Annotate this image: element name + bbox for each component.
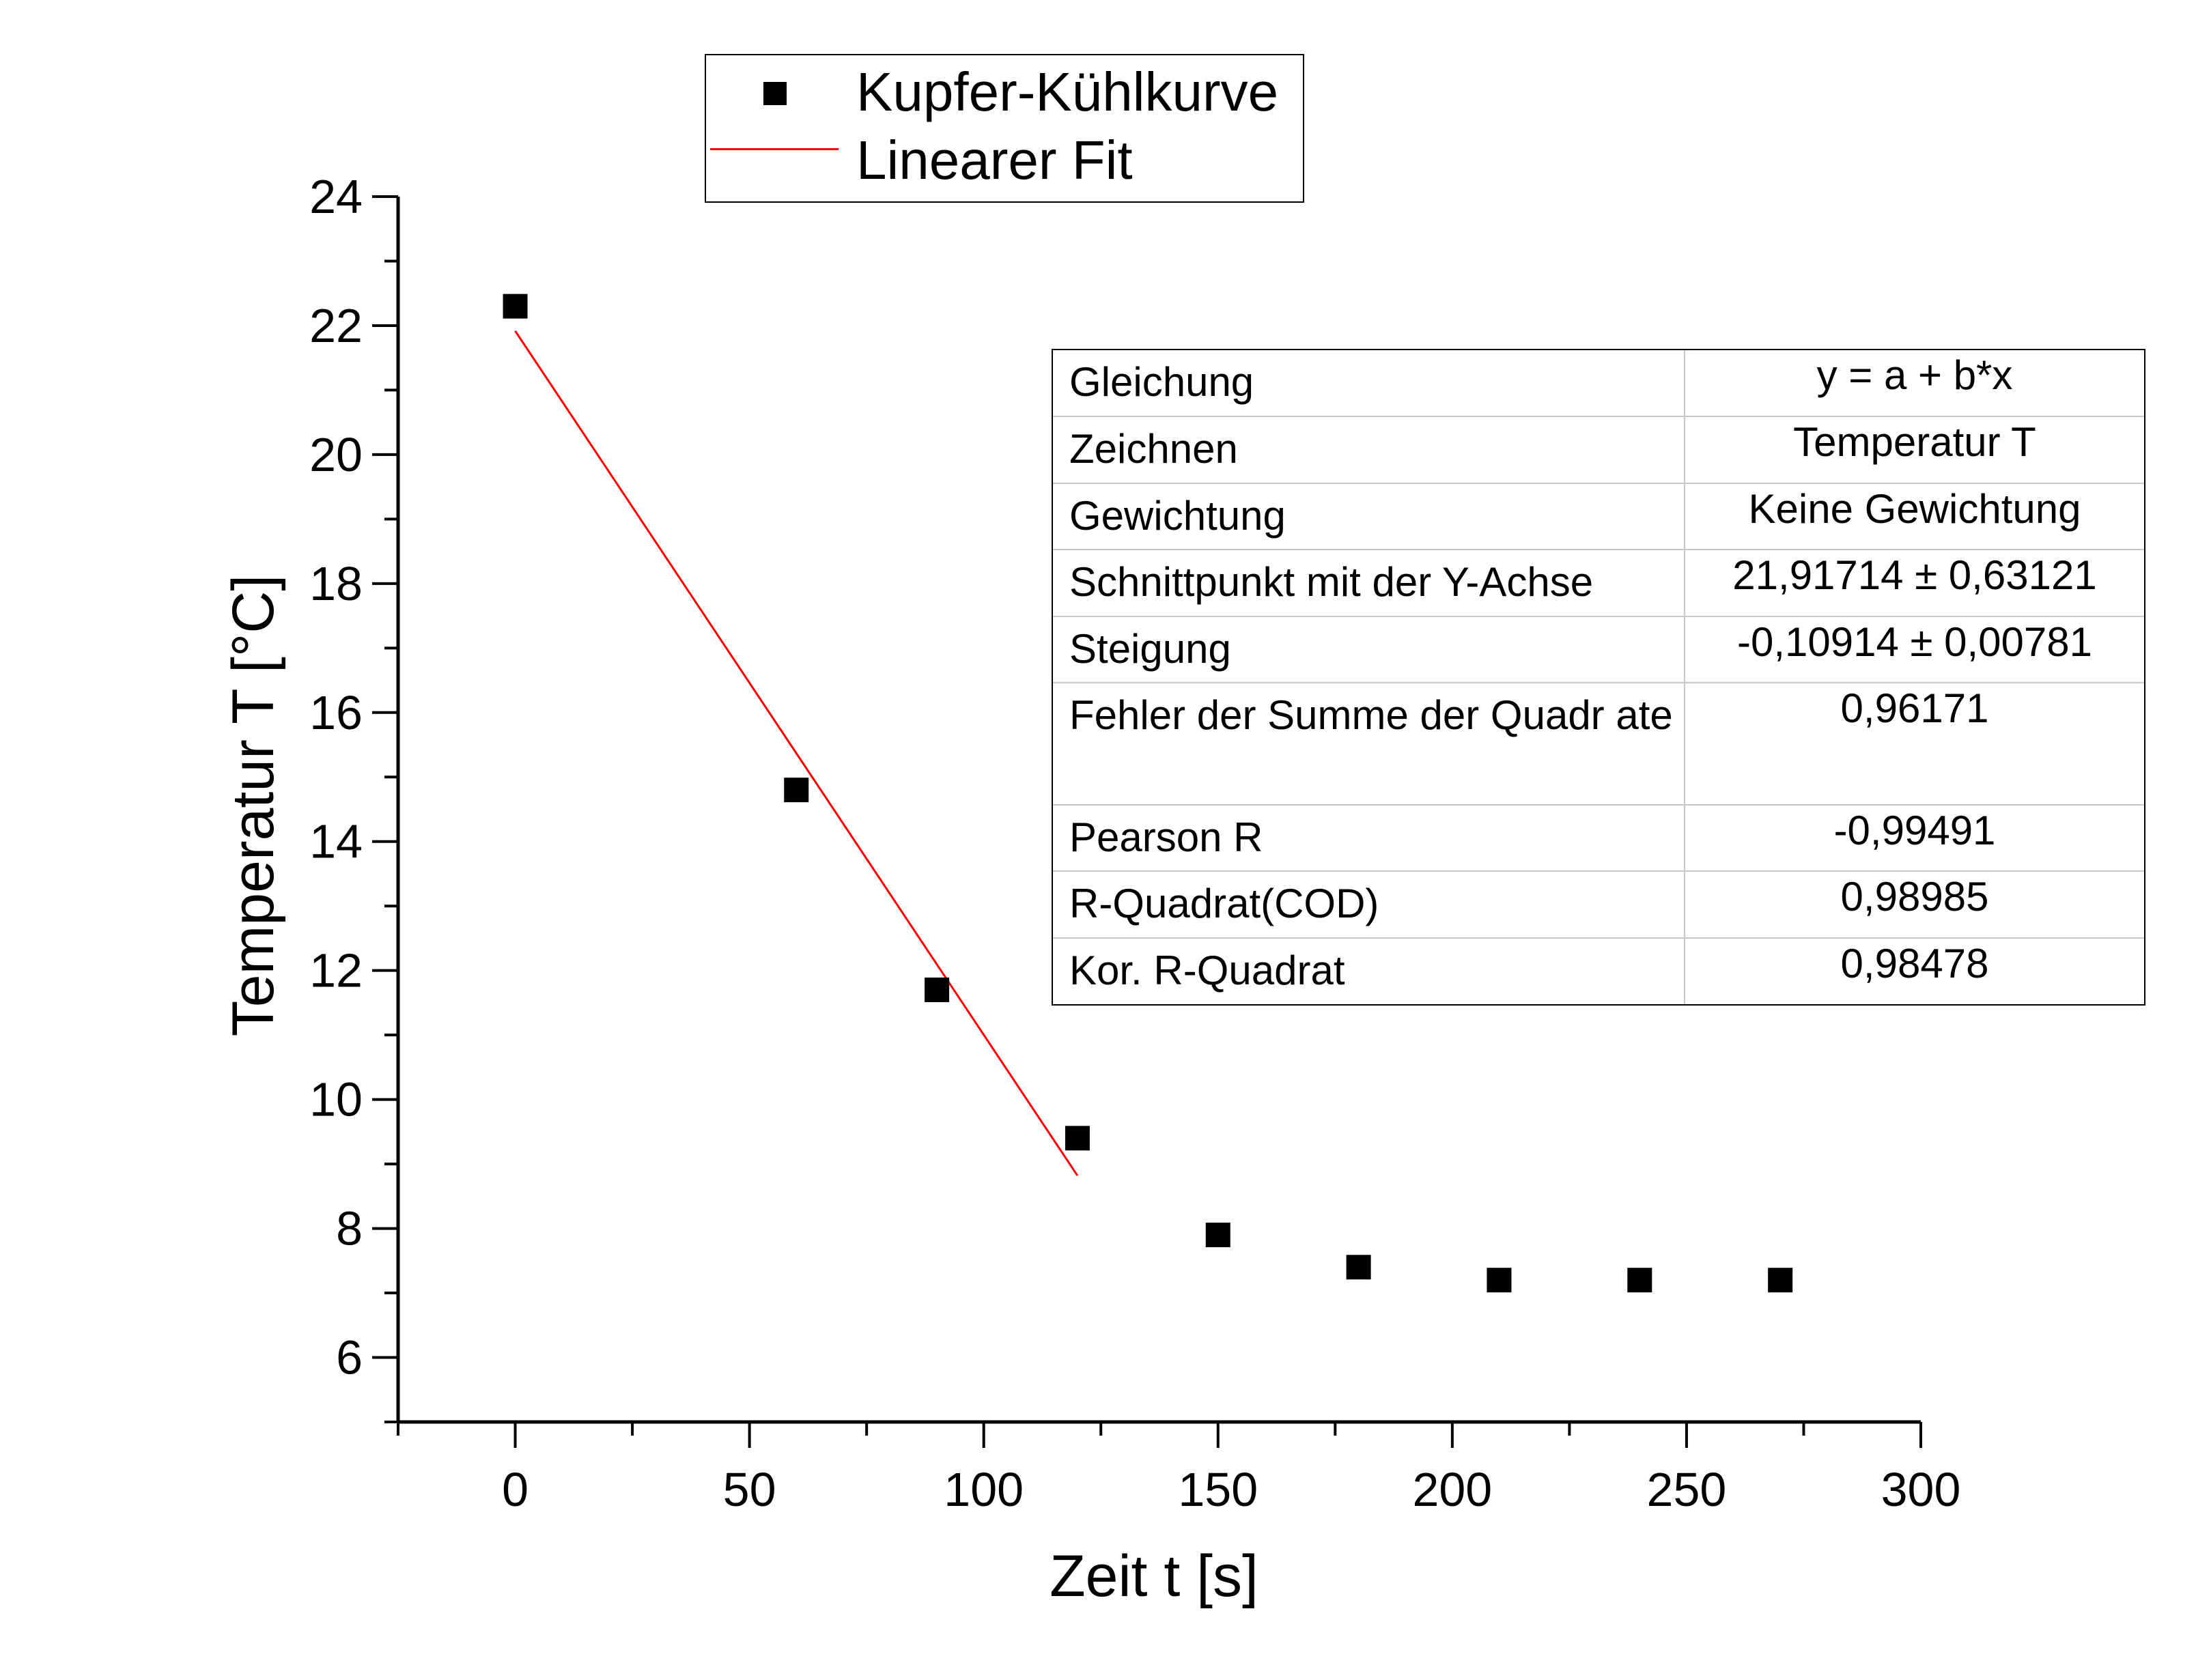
data-point	[1627, 1268, 1652, 1293]
y-tick-label: 10	[309, 1073, 363, 1126]
fit-results-table: Gleichung y = a + b*x Zeichnen Temperatu…	[1052, 349, 2145, 1006]
axes: 6 8 10 12 14 16 18 20 22 24 0 50 100 150 200 250 300	[309, 170, 1960, 1516]
table-row: Schnittpunkt mit der Y-Achse 21,91714 ± …	[1053, 549, 2144, 617]
x-tick-label: 100	[944, 1463, 1024, 1516]
table-cell-value: -0,10914 ± 0,00781	[1684, 615, 2144, 684]
table-cell-label: Fehler der Summe der Quadr ate	[1053, 682, 1685, 806]
table-row: Steigung -0,10914 ± 0,00781	[1053, 615, 2144, 684]
table-cell-label: Kor. R-Quadrat	[1053, 937, 1685, 1004]
red-line-icon	[710, 148, 839, 150]
x-tick-label: 0	[502, 1463, 529, 1516]
y-tick-label: 18	[309, 557, 363, 610]
table-cell-value: 0,98478	[1684, 937, 2144, 1004]
data-point	[1346, 1255, 1371, 1280]
legend-label-scatter: Kupfer-Kühlkurve	[856, 61, 1279, 122]
table-row: Gleichung y = a + b*x	[1053, 350, 2144, 418]
table-row: Kor. R-Quadrat 0,98478	[1053, 937, 2144, 1004]
y-tick-label: 20	[309, 428, 363, 481]
data-point	[784, 778, 809, 803]
table-cell-label: R-Quadrat(COD)	[1053, 870, 1685, 939]
data-point	[1487, 1268, 1512, 1293]
table-cell-value: 0,96171	[1684, 682, 2144, 806]
y-tick-label: 14	[309, 815, 363, 868]
table-row: Pearson R -0,99491	[1053, 803, 2144, 872]
y-tick-label: 22	[309, 299, 363, 352]
table-cell-value: 0,98985	[1684, 870, 2144, 939]
x-axis-label: Zeit t [s]	[1050, 1543, 1258, 1609]
data-points	[503, 294, 1793, 1293]
legend: Kupfer-Kühlkurve Linearer Fit	[705, 54, 1304, 203]
table-cell-value: Keine Gewichtung	[1684, 482, 2144, 551]
y-tick-label: 24	[309, 170, 363, 223]
table-cell-label: Gewichtung	[1053, 482, 1685, 551]
x-tick-label: 250	[1647, 1463, 1727, 1516]
table-row: R-Quadrat(COD) 0,98985	[1053, 870, 2144, 939]
legend-label-fit: Linearer Fit	[856, 130, 1133, 190]
table-cell-label: Zeichnen	[1053, 416, 1685, 484]
table-row: Zeichnen Temperatur T	[1053, 416, 2144, 484]
fit-line	[514, 330, 1079, 1176]
table-cell-label: Steigung	[1053, 615, 1685, 684]
y-tick-label: 16	[309, 686, 363, 739]
table-row: Gewichtung Keine Gewichtung	[1053, 482, 2144, 551]
table-row: Fehler der Summe der Quadr ate 0,96171	[1053, 682, 2144, 806]
data-point	[503, 294, 528, 319]
y-tick-label: 6	[336, 1331, 363, 1384]
table-cell-label: Pearson R	[1053, 803, 1685, 872]
y-tick-label: 12	[309, 944, 363, 997]
y-axis-label: Temperatur T [°C]	[221, 575, 286, 1036]
y-tick-label: 8	[336, 1202, 363, 1255]
table-cell-label: Schnittpunkt mit der Y-Achse	[1053, 549, 1685, 617]
data-point	[1768, 1268, 1793, 1293]
x-tick-label: 200	[1412, 1463, 1492, 1516]
data-point	[1205, 1223, 1230, 1248]
fit-line-group	[514, 330, 1079, 1176]
x-tick-label: 50	[723, 1463, 776, 1516]
square-marker-icon	[763, 82, 787, 105]
x-tick-label: 300	[1881, 1463, 1961, 1516]
table-cell-label: Gleichung	[1053, 350, 1685, 418]
data-point	[925, 978, 950, 1003]
table-cell-value: Temperatur T	[1684, 416, 2144, 484]
data-point	[1065, 1126, 1090, 1151]
legend-item-scatter: Kupfer-Kühlkurve	[706, 58, 1303, 126]
legend-item-fit: Linearer Fit	[706, 126, 1303, 195]
x-tick-label: 150	[1178, 1463, 1258, 1516]
table-cell-value: -0,99491	[1684, 803, 2144, 872]
table-cell-value: 21,91714 ± 0,63121	[1684, 549, 2144, 617]
table-cell-value: y = a + b*x	[1684, 350, 2144, 418]
